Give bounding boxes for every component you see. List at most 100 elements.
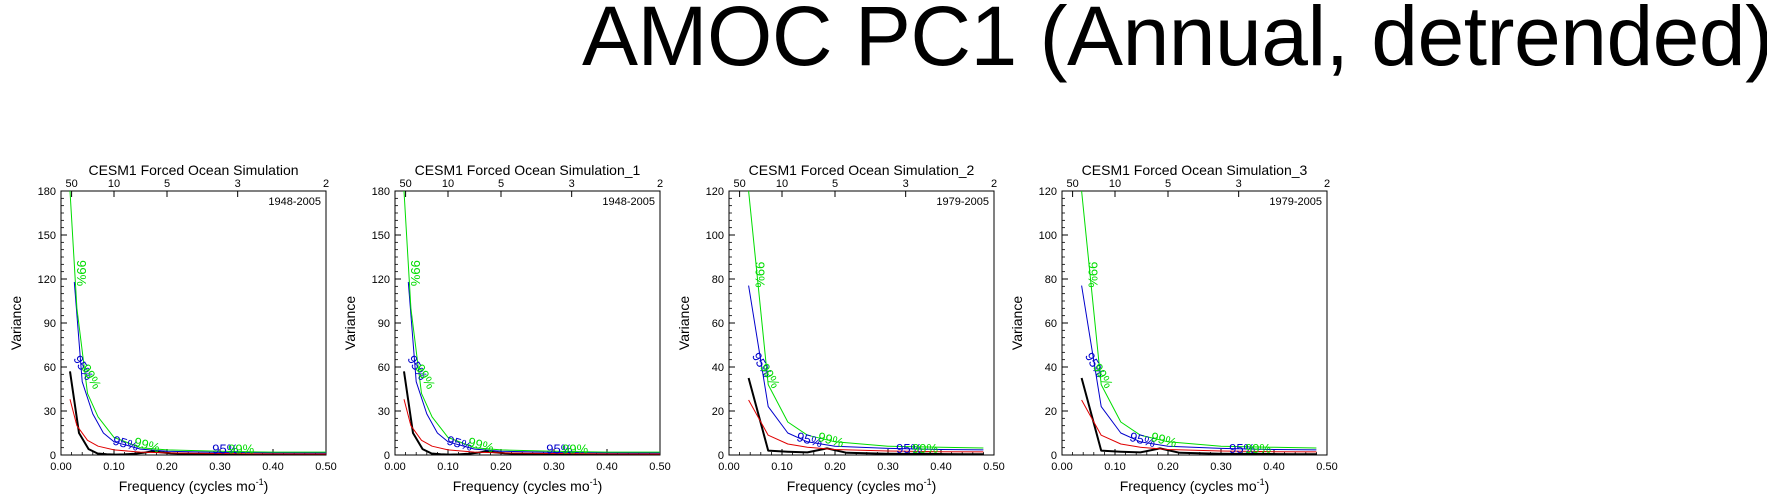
x-tick-label: 0.10 (103, 461, 124, 473)
top-axis-label: 5 (1165, 178, 1171, 190)
x-tick-label: 0.10 (1104, 461, 1125, 473)
y-tick-label: 180 (38, 186, 56, 198)
top-axis-label: 2 (1324, 178, 1330, 190)
significance-label: 99% (816, 429, 845, 450)
y-tick-label: 80 (712, 274, 724, 286)
y-tick-label: 30 (44, 406, 56, 418)
y-tick-label: 40 (712, 362, 724, 374)
significance-label: 95% (546, 442, 572, 457)
series-red_noise-line (403, 399, 660, 455)
top-axis-label: 5 (832, 178, 838, 190)
significance-label: 95% (212, 442, 238, 457)
x-tick-label: 0.50 (983, 461, 1004, 473)
y-tick-label: 60 (712, 318, 724, 330)
x-axis-label-main: Frequency (cycles mo (119, 478, 256, 494)
top-axis-label: 2 (991, 178, 997, 190)
x-tick-label: 0.50 (649, 461, 670, 473)
x-tick-label: 0.10 (771, 461, 792, 473)
x-tick-label: 0.30 (209, 461, 230, 473)
series-sig95-line (73, 281, 326, 454)
x-axis-label-main: Frequency (cycles mo (787, 478, 924, 494)
top-axis-label: 2 (323, 178, 329, 190)
x-axis-label: Frequency (cycles mo-1) (1120, 477, 1270, 494)
x-axis-label-main: Frequency (cycles mo (1120, 478, 1257, 494)
y-tick-label: 120 (38, 274, 56, 286)
x-tick-label: 0.40 (596, 461, 617, 473)
y-axis-label: Variance (1009, 296, 1025, 350)
plot-frame (394, 190, 661, 456)
y-tick-label: 180 (372, 186, 390, 198)
x-tick-label: 0.50 (315, 461, 336, 473)
significance-label: 95% (896, 441, 922, 456)
series-spectrum-line (69, 371, 326, 455)
period-label: 1948-2005 (268, 196, 321, 208)
series-spectrum-line (1080, 377, 1317, 455)
y-axis-label: Variance (676, 296, 692, 350)
x-tick-label: 0.50 (1316, 461, 1337, 473)
top-axis-label: 50 (733, 178, 745, 190)
significance-label: 95% (111, 433, 140, 454)
x-tick-label: 0.00 (50, 461, 71, 473)
y-tick-label: 120 (372, 274, 390, 286)
y-axis-label: Variance (8, 296, 24, 350)
y-tick-label: 60 (1045, 318, 1057, 330)
chart-panel-1: 0.00 0.10 0.20 0.30 0.40 0.50 0 30 60 90 120 150 180… (8, 162, 337, 494)
chart-title: CESM1 Forced Ocean Simulation_2 (749, 162, 975, 178)
top-axis-label: 10 (108, 178, 120, 190)
y-tick-label: 30 (378, 406, 390, 418)
significance-label: 95% (445, 433, 474, 454)
x-axis-label-sup: -1 (256, 477, 264, 487)
series-group (69, 191, 326, 455)
y-tick-label: 120 (706, 186, 724, 198)
x-axis-label-sup: -1 (924, 477, 932, 487)
chart-panel-4: 0.00 0.10 0.20 0.30 0.40 0.50 0 20 40 60 80 100 120 5… (1009, 162, 1338, 494)
series-red_noise-line (1081, 399, 1317, 453)
x-axis-label-end: ) (1265, 478, 1270, 494)
significance-label: 99% (228, 442, 254, 457)
y-tick-label: 20 (712, 406, 724, 418)
x-tick-label: 0.20 (824, 461, 845, 473)
top-axis-label: 5 (164, 178, 170, 190)
y-tick-label: 80 (1045, 274, 1057, 286)
x-axis-label-main: Frequency (cycles mo (453, 478, 590, 494)
x-axis-label-sup: -1 (590, 477, 598, 487)
series-sig95-line (1081, 285, 1317, 451)
significance-label: 99% (912, 441, 938, 456)
significance-label: 95% (795, 429, 824, 450)
chart-panel-2: 0.00 0.10 0.20 0.30 0.40 0.50 0 30 60 90 120 150 180… (342, 162, 671, 494)
series-group (403, 191, 660, 455)
series-sig95-line (748, 285, 984, 451)
series-sig99-line (69, 191, 326, 453)
plot-frame (1061, 190, 1328, 456)
significance-label: 95% (1229, 441, 1255, 456)
significance-label: 99% (1149, 429, 1178, 450)
period-label: 1948-2005 (602, 196, 655, 208)
series-spectrum-line (747, 377, 984, 455)
y-tick-label: 150 (38, 230, 56, 242)
y-tick-label: 40 (1045, 362, 1057, 374)
plot-frame (728, 190, 995, 456)
x-axis-label-end: ) (598, 478, 603, 494)
x-axis-label: Frequency (cycles mo-1) (453, 477, 603, 494)
figure-title: AMOC PC1 (Annual, detrended) (582, 0, 1767, 83)
significance-label: 99% (132, 434, 161, 455)
top-axis-label: 10 (776, 178, 788, 190)
y-axis-label: Variance (342, 296, 358, 350)
significance-label: 99% (408, 260, 423, 286)
x-tick-label: 0.10 (437, 461, 458, 473)
chart-title: CESM1 Forced Ocean Simulation_3 (1082, 162, 1308, 178)
significance-label: 99% (1245, 441, 1271, 456)
significance-label: 99% (466, 434, 495, 455)
chart-title: CESM1 Forced Ocean Simulation_1 (415, 162, 641, 178)
x-tick-label: 0.40 (930, 461, 951, 473)
x-tick-label: 0.20 (1157, 461, 1178, 473)
top-axis-label: 10 (1109, 178, 1121, 190)
x-tick-label: 0.00 (718, 461, 739, 473)
top-axis-label: 3 (1236, 178, 1242, 190)
period-label: 1979-2005 (936, 196, 989, 208)
y-tick-label: 0 (718, 450, 724, 462)
series-red_noise-line (748, 399, 984, 453)
x-tick-label: 0.40 (262, 461, 283, 473)
x-axis-label: Frequency (cycles mo-1) (787, 477, 937, 494)
